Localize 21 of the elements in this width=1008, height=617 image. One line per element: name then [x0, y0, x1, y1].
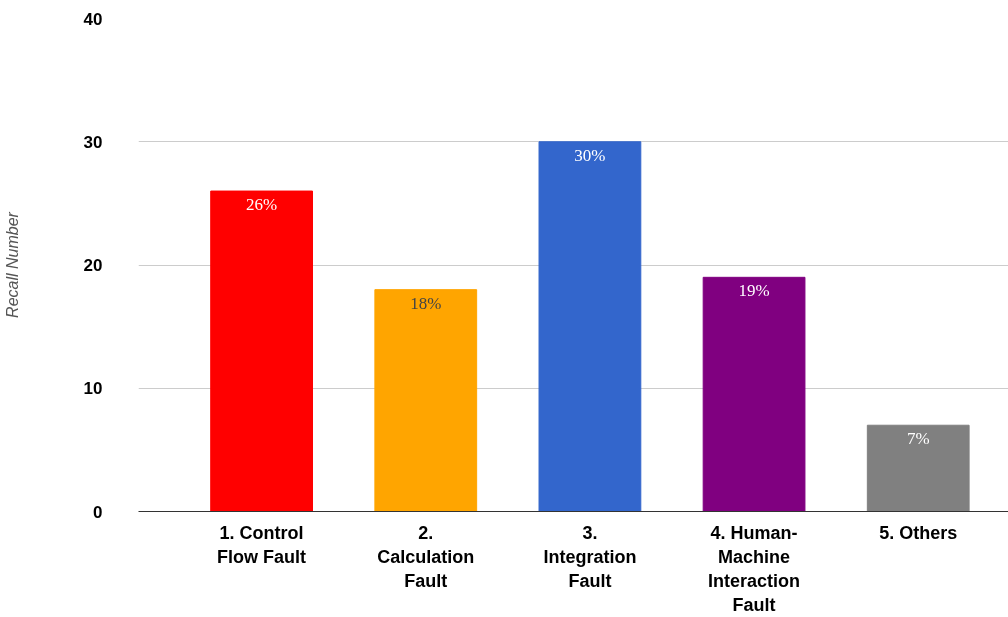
y-tick-label: 30	[83, 132, 103, 152]
y-axis-title: Recall Number	[3, 211, 21, 318]
y-tick-label: 0	[93, 502, 103, 522]
bar	[538, 141, 642, 512]
bar	[374, 289, 478, 512]
bar	[702, 276, 806, 512]
data-label: 30%	[574, 145, 606, 165]
x-tick-label: 3. Integration Fault	[543, 522, 637, 591]
x-tick-label: 2. Calculation Fault	[377, 522, 475, 591]
bar	[210, 190, 313, 512]
x-tick-label: 1. Control Flow Fault	[217, 522, 307, 567]
data-label: 18%	[410, 293, 442, 313]
y-tick-label: 40	[83, 9, 103, 29]
y-tick-label: 20	[83, 256, 103, 275]
x-tick-label: 5. Others	[879, 522, 958, 543]
y-tick-label: 10	[83, 379, 103, 399]
data-label: 26%	[246, 195, 278, 215]
data-label: 7%	[906, 429, 930, 449]
data-label: 19%	[738, 281, 770, 301]
x-tick-label: 4. Human-Machine Interaction Fault	[708, 522, 801, 615]
bar	[866, 424, 970, 512]
